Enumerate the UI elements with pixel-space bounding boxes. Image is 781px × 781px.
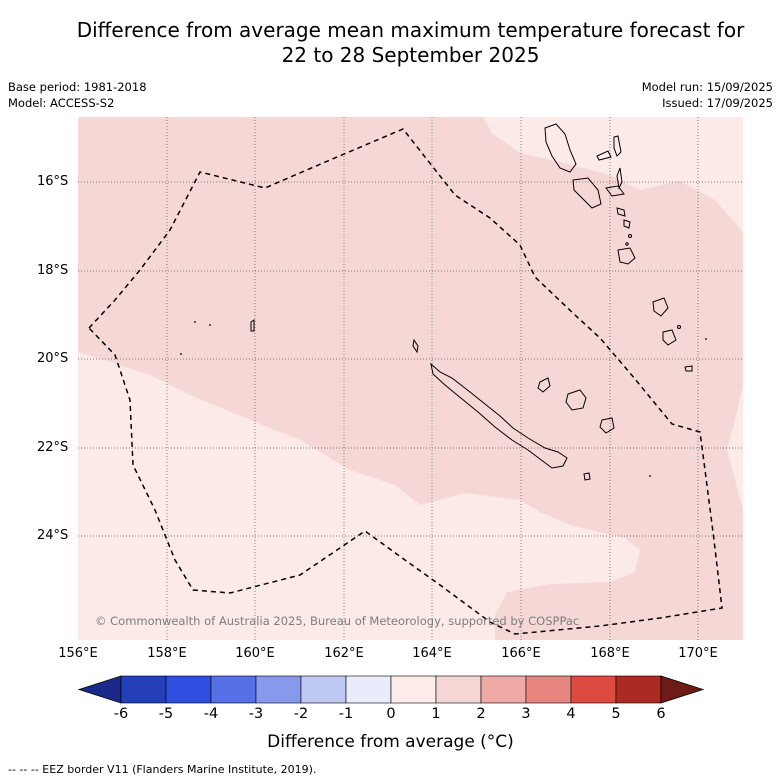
meta-left: Base period: 1981-2018 Model: ACCESS-S2 bbox=[8, 79, 147, 111]
eez-footnote: -- -- -- EEZ border V11 (Flanders Marine… bbox=[8, 763, 317, 776]
colorbar-tick-label: 1 bbox=[431, 706, 441, 722]
colorbar-extend-high bbox=[660, 675, 705, 704]
copyright-text: © Commonwealth of Australia 2025, Bureau… bbox=[95, 614, 580, 628]
colorbar-tick-label: -1 bbox=[338, 706, 354, 722]
colorbar-segment bbox=[480, 675, 527, 704]
colorbar-tick-label: 0 bbox=[386, 706, 396, 722]
colorbar-segment bbox=[165, 675, 212, 704]
colorbar-segment bbox=[345, 675, 392, 704]
colorbar-segment bbox=[210, 675, 257, 704]
colorbar-tick-label: 2 bbox=[476, 706, 486, 722]
base-period-text: Base period: 1981-2018 bbox=[8, 80, 147, 94]
vanuatu-islet bbox=[625, 242, 629, 246]
lat-label-16s: 16°S bbox=[37, 174, 69, 189]
lon-label-164e: 164°E bbox=[412, 646, 452, 661]
colorbar-segment bbox=[570, 675, 617, 704]
new-caledonia-island bbox=[430, 362, 568, 469]
colorbar-segment bbox=[255, 675, 302, 704]
colorbar-tick-label: -3 bbox=[248, 706, 264, 722]
reef-islet bbox=[649, 475, 651, 477]
vanuatu-efate bbox=[617, 247, 636, 265]
model-run-text: Model run: 15/09/2025 bbox=[641, 80, 773, 94]
colorbar bbox=[77, 675, 705, 704]
colorbar-tick-label: 4 bbox=[566, 706, 576, 722]
colorbar-tick-label: 6 bbox=[656, 706, 666, 722]
lon-label-158e: 158°E bbox=[147, 646, 187, 661]
colorbar-segment bbox=[435, 675, 482, 704]
chart-title: Difference from average mean maximum tem… bbox=[0, 18, 781, 68]
reef-islet bbox=[705, 338, 707, 340]
lat-label-18s: 18°S bbox=[37, 263, 69, 278]
lat-label-20s: 20°S bbox=[37, 351, 69, 366]
loyalty-island-ouvea bbox=[537, 377, 551, 393]
colorbar-tick-label: -6 bbox=[113, 706, 129, 722]
vanuatu-ambae bbox=[596, 150, 612, 161]
vanuatu-islet bbox=[677, 325, 681, 329]
colorbar-segment bbox=[300, 675, 347, 704]
lat-label-24s: 24°S bbox=[37, 528, 69, 543]
colorbar-segment bbox=[120, 675, 167, 704]
model-text: Model: ACCESS-S2 bbox=[8, 96, 115, 110]
colorbar-tick-label: -5 bbox=[158, 706, 174, 722]
vanuatu-aneityum bbox=[684, 365, 693, 372]
lon-label-166e: 166°E bbox=[501, 646, 541, 661]
title-line-1: Difference from average mean maximum tem… bbox=[76, 18, 745, 42]
reef-islet bbox=[194, 321, 196, 323]
lat-label-22s: 22°S bbox=[37, 440, 69, 455]
vanuatu-espiritu-santo bbox=[544, 123, 577, 173]
vanuatu-islet bbox=[628, 234, 632, 238]
colorbar-extend-low bbox=[77, 675, 122, 704]
vanuatu-tanna bbox=[662, 329, 677, 346]
colorbar-tick-label: 5 bbox=[611, 706, 621, 722]
isle-of-pines bbox=[583, 472, 591, 481]
lon-label-168e: 168°E bbox=[590, 646, 630, 661]
vanuatu-ambrym bbox=[605, 185, 625, 197]
colorbar-segment bbox=[525, 675, 572, 704]
loyalty-island-lifou bbox=[565, 389, 587, 411]
reef-islet bbox=[180, 353, 182, 355]
meta-right: Model run: 15/09/2025 Issued: 17/09/2025 bbox=[642, 79, 773, 111]
reef-islet bbox=[209, 324, 211, 326]
eez-border bbox=[87, 128, 723, 635]
anomaly-zone-1-to-2 bbox=[78, 117, 743, 640]
issued-text: Issued: 17/09/2025 bbox=[662, 96, 773, 110]
lon-label-156e: 156°E bbox=[58, 646, 98, 661]
vanuatu-maewo bbox=[613, 135, 622, 157]
vanuatu-erromango bbox=[652, 297, 669, 317]
colorbar-tick-label: 3 bbox=[521, 706, 531, 722]
lon-label-160e: 160°E bbox=[235, 646, 275, 661]
colorbar-tick-label: -2 bbox=[293, 706, 309, 722]
map-area bbox=[78, 117, 743, 640]
lon-label-170e: 170°E bbox=[678, 646, 718, 661]
lon-label-162e: 162°E bbox=[324, 646, 364, 661]
loyalty-island-mare bbox=[599, 417, 615, 434]
vanuatu-malakula bbox=[572, 177, 602, 209]
vanuatu-epi bbox=[616, 207, 626, 217]
colorbar-title: Difference from average (°C) bbox=[267, 732, 514, 752]
chesterfield-islet bbox=[250, 319, 255, 332]
colorbar-tick-label: -4 bbox=[203, 706, 219, 722]
colorbar-segment bbox=[390, 675, 437, 704]
graticule bbox=[78, 117, 743, 640]
colorbar-segment bbox=[615, 675, 662, 704]
vanuatu-shepherd bbox=[623, 219, 631, 229]
belep-islands bbox=[412, 338, 419, 354]
title-line-2: 22 to 28 September 2025 bbox=[281, 43, 540, 67]
